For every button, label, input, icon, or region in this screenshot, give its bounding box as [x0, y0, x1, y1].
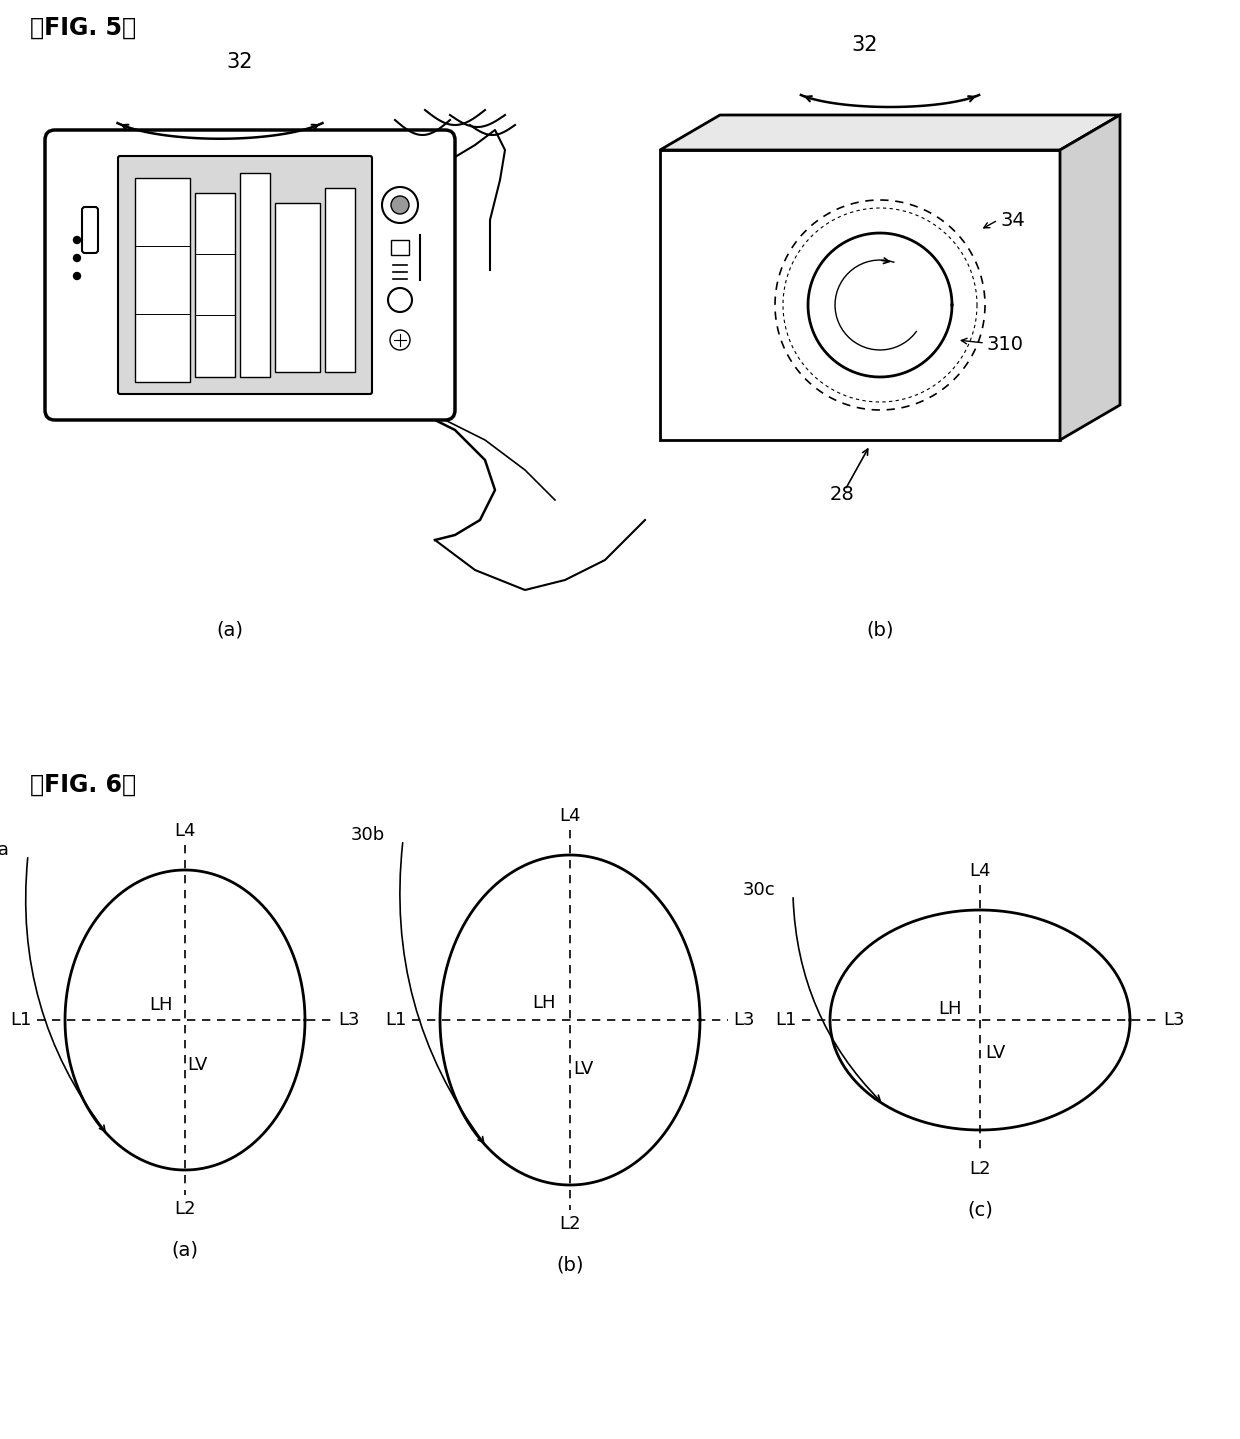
Text: L1: L1	[11, 1012, 32, 1029]
Text: L1: L1	[776, 1012, 797, 1029]
Text: LH: LH	[939, 1000, 962, 1017]
Text: 【FIG. 6】: 【FIG. 6】	[30, 773, 136, 797]
Text: 34: 34	[999, 210, 1024, 229]
Text: 30c: 30c	[743, 881, 775, 899]
Circle shape	[73, 255, 81, 262]
Bar	[135, 178, 190, 381]
Text: 28: 28	[830, 485, 854, 505]
Circle shape	[391, 330, 410, 350]
Bar	[241, 173, 270, 377]
Text: L2: L2	[175, 1200, 196, 1217]
Text: 30a: 30a	[0, 840, 10, 859]
Text: LV: LV	[573, 1061, 593, 1078]
Bar	[275, 203, 320, 373]
Circle shape	[73, 236, 81, 243]
Circle shape	[382, 187, 418, 223]
Circle shape	[388, 288, 412, 312]
Bar	[325, 189, 355, 373]
Text: LV: LV	[187, 1056, 207, 1073]
Text: L3: L3	[339, 1012, 360, 1029]
Text: L4: L4	[970, 862, 991, 881]
Text: 32: 32	[227, 52, 253, 72]
Text: L1: L1	[386, 1012, 407, 1029]
Text: (b): (b)	[557, 1255, 584, 1275]
Text: 30b: 30b	[351, 826, 384, 845]
Text: (b): (b)	[867, 620, 894, 639]
FancyBboxPatch shape	[45, 130, 455, 420]
Text: (a): (a)	[171, 1240, 198, 1259]
Text: 【FIG. 5】: 【FIG. 5】	[30, 16, 136, 40]
Bar	[195, 193, 236, 377]
Polygon shape	[660, 115, 1120, 150]
Text: 32: 32	[852, 35, 878, 55]
Bar	[391, 240, 409, 255]
Circle shape	[391, 196, 409, 214]
FancyBboxPatch shape	[118, 155, 372, 394]
Text: (c): (c)	[967, 1200, 993, 1219]
Text: LV: LV	[985, 1045, 1006, 1062]
Text: L4: L4	[559, 807, 580, 825]
Circle shape	[73, 272, 81, 279]
FancyBboxPatch shape	[82, 207, 98, 253]
Text: L2: L2	[559, 1215, 580, 1233]
Text: L2: L2	[970, 1160, 991, 1179]
Text: L4: L4	[175, 822, 196, 840]
Polygon shape	[660, 150, 1060, 440]
Text: 310: 310	[987, 335, 1024, 354]
Text: LH: LH	[532, 994, 556, 1013]
Polygon shape	[1060, 115, 1120, 440]
Text: (a): (a)	[217, 620, 243, 639]
Text: L3: L3	[733, 1012, 754, 1029]
Text: LH: LH	[149, 996, 172, 1014]
Text: L3: L3	[1163, 1012, 1184, 1029]
